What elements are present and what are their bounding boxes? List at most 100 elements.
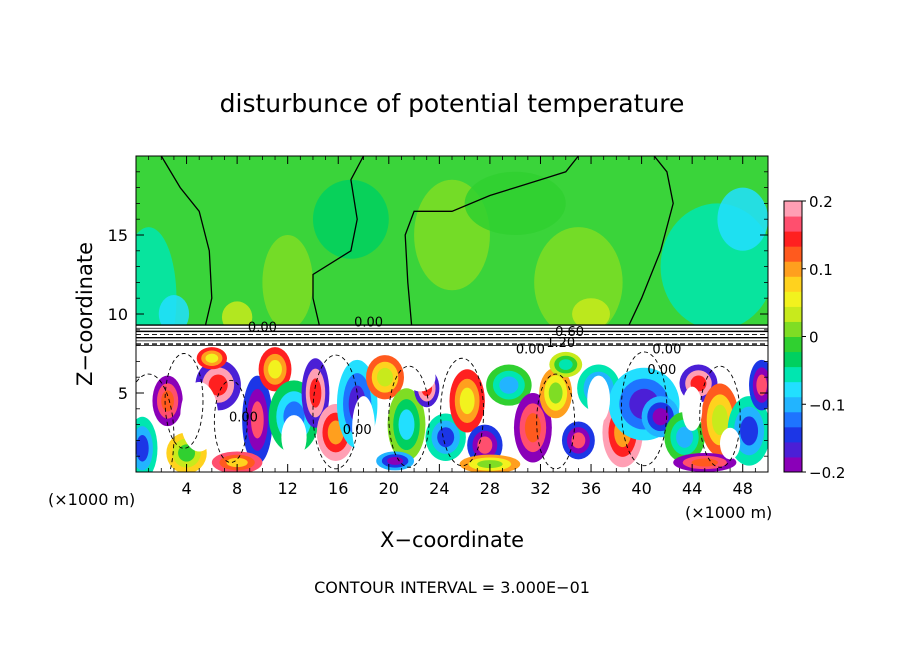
inversion-layer (136, 324, 768, 347)
upper-anomalies (136, 171, 768, 370)
plot-area (136, 156, 768, 472)
colorbar-segment (784, 441, 802, 458)
y-axis-label: Z−coordinate (73, 242, 97, 386)
colorbar-segment (784, 246, 802, 262)
colorbar-segment (784, 231, 802, 247)
turbulent-anomaly (136, 435, 149, 462)
neutral-region (719, 427, 741, 460)
colorbar-tick-label: 0.2 (809, 193, 833, 211)
contour-line (160, 156, 213, 326)
upper-anomaly (158, 295, 190, 333)
contour-line (628, 156, 674, 326)
turbulent-anomaly (309, 378, 322, 408)
contour-label: 0.00 (652, 343, 681, 358)
colorbar-tick-label: −0.1 (809, 396, 845, 414)
contour-line (404, 156, 579, 326)
contour-line (312, 156, 365, 326)
x-tick-label: 8 (232, 479, 242, 498)
x-tick-label: 24 (429, 479, 449, 498)
x-unit-note-right: (×1000 m) (685, 503, 772, 522)
colorbar-segment (784, 396, 802, 413)
neutral-region (281, 415, 307, 460)
contour-loop (164, 353, 204, 449)
contour-loop (440, 357, 485, 467)
neutral-region (587, 375, 611, 424)
x-tick-label: 48 (733, 479, 753, 498)
turbulent-anomaly (398, 409, 415, 440)
contour-label: 1.20 (546, 336, 575, 351)
turbulent-anomaly (437, 427, 455, 448)
contour-loop (136, 373, 175, 472)
contour-label: 0.00 (343, 423, 372, 438)
contour-label: 0.60 (555, 325, 584, 340)
turbulent-anomaly (208, 374, 228, 396)
contour-loop (699, 365, 741, 468)
contour-loop (388, 365, 430, 468)
turbulent-anomaly (205, 353, 219, 363)
contour-labels: 0.00 0.000.601.200.00 0.000.000.000.00 (229, 316, 681, 438)
chart-title: disturbunce of potential temperature (220, 89, 685, 118)
neutral-region (180, 381, 219, 452)
contour-loop (536, 373, 576, 470)
colorbar-tick-label: 0.1 (809, 261, 833, 279)
turbulent-anomaly (558, 359, 573, 370)
colorbar-segment (784, 366, 802, 383)
turbulent-anomaly (377, 367, 393, 387)
turbulent-anomaly (548, 382, 563, 404)
turbulent-anomaly (652, 408, 669, 426)
turbulent-anomaly (571, 432, 586, 449)
x-tick-label: 44 (682, 479, 702, 498)
x-unit-note-left: (×1000 m) (48, 490, 135, 509)
contour-label: 0.00 (248, 320, 277, 335)
neutral-region (352, 396, 375, 460)
turbulent-anomaly (740, 416, 759, 446)
contour-label: 0.00 (229, 410, 258, 425)
neutral-region (682, 386, 703, 431)
turbulent-anomaly (499, 376, 519, 394)
y-tick-label: 10 (108, 305, 128, 324)
turbulent-anomaly (250, 401, 264, 439)
contour-label: 0.00 (516, 343, 545, 358)
turbulent-anomaly (524, 413, 541, 443)
x-axis: 4 8 12 16 20 24 28 32 36 40 44 48 (148, 156, 756, 498)
x-axis-label: X−coordinate (380, 528, 524, 552)
contour-loop (213, 379, 248, 463)
contour-loop (312, 354, 359, 470)
colorbar-ticks: 0.2 0.1 0 −0.1 −0.2 (802, 193, 845, 482)
upper-anomaly (262, 235, 313, 330)
turbulent-anomaly (691, 458, 719, 467)
x-tick-label: 36 (581, 479, 601, 498)
contour-lines (136, 156, 741, 472)
upper-anomaly (464, 171, 566, 235)
contour-label: 0.00 (354, 316, 383, 331)
turbulent-anomaly (459, 387, 475, 415)
upper-anomaly (312, 179, 389, 259)
x-tick-label: 4 (181, 479, 191, 498)
turbulent-anomaly (161, 390, 174, 412)
contour-interval-note: CONTOUR INTERVAL = 3.000E−01 (314, 578, 590, 597)
neutral-region (405, 362, 436, 392)
x-tick-label: 28 (480, 479, 500, 498)
colorbar-segment (784, 456, 802, 473)
x-tick-label: 40 (631, 479, 651, 498)
colorbar-segment (784, 276, 802, 292)
y-axis: 5 10 15 (108, 171, 768, 457)
turbulent-anomaly (756, 374, 767, 396)
x-tick-label: 32 (530, 479, 550, 498)
colorbar-segment (784, 201, 802, 217)
colorbar (783, 200, 803, 473)
x-tick-label: 16 (328, 479, 348, 498)
turbulent-anomaly (676, 426, 694, 448)
colorbar-tick-label: 0 (809, 329, 819, 347)
colorbar-segment (784, 381, 802, 398)
turbulent-anomaly (712, 404, 728, 436)
upper-anomaly (572, 298, 610, 330)
colorbar-tick-label: −0.2 (809, 464, 845, 482)
contour-label: 0.00 (647, 363, 676, 378)
colorbar-segment (784, 291, 802, 307)
colorbar-segment (784, 411, 802, 428)
x-tick-label: 12 (278, 479, 298, 498)
colorbar-segment (784, 351, 802, 368)
turbulent-anomaly (327, 420, 344, 445)
